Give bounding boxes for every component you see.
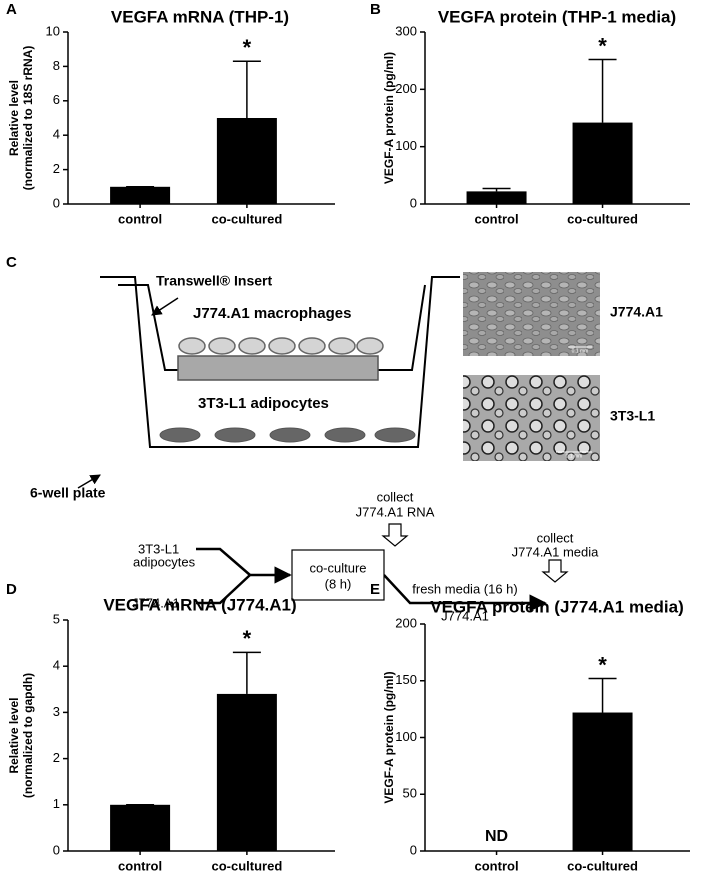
y-tick-label: 3 bbox=[53, 704, 60, 719]
chart-title: VEGFA mRNA (THP-1) bbox=[111, 7, 289, 26]
micrograph-3t3 bbox=[463, 375, 600, 461]
scale-label: 0.1 mm bbox=[566, 453, 583, 459]
y-tick-label: 5 bbox=[53, 611, 60, 626]
y-tick-label: 10 bbox=[46, 23, 60, 38]
y-tick-label: 200 bbox=[395, 81, 417, 96]
annotation: * bbox=[243, 35, 252, 60]
y-tick-label: 6 bbox=[53, 92, 60, 107]
x-tick-label: co-cultured bbox=[211, 858, 282, 872]
y-tick-label: 300 bbox=[395, 23, 417, 38]
y-tick-label: 200 bbox=[395, 615, 417, 630]
micrograph-j774 bbox=[463, 272, 600, 356]
x-tick-label: control bbox=[475, 858, 519, 872]
image-label: 3T3-L1 bbox=[610, 408, 655, 424]
y-tick-label: 100 bbox=[395, 138, 417, 153]
panel-label: B bbox=[370, 1, 381, 18]
upper-label: J774.A1 macrophages bbox=[193, 305, 351, 322]
x-tick-label: control bbox=[118, 858, 162, 872]
y-axis-label: (normalized to 18S rRNA) bbox=[21, 46, 35, 191]
scale-label: 0.1 mm bbox=[572, 348, 589, 354]
bar bbox=[572, 122, 633, 204]
transwell-diagram bbox=[77, 276, 460, 489]
image-label: J774.A1 bbox=[610, 304, 663, 320]
y-axis-label: VEGF-A protein (pg/ml) bbox=[382, 671, 396, 803]
bar bbox=[216, 693, 277, 851]
x-tick-label: co-cultured bbox=[211, 211, 282, 226]
collect-arrow bbox=[381, 523, 409, 547]
flow-lines bbox=[196, 547, 547, 612]
chart-title: VEGFA protein (THP-1 media) bbox=[438, 7, 676, 26]
flow-label: 3T3-L1 bbox=[138, 541, 179, 556]
panel-label: C bbox=[6, 254, 17, 271]
y-tick-label: 8 bbox=[53, 58, 60, 73]
lower-label: 3T3-L1 adipocytes bbox=[198, 395, 329, 412]
flow-label: J774.A1 media bbox=[512, 544, 599, 559]
flow-label: fresh media (16 h) bbox=[412, 581, 518, 596]
flow-label: collect bbox=[537, 530, 574, 545]
membrane bbox=[177, 355, 379, 381]
x-tick-label: control bbox=[118, 211, 162, 226]
adipocyte-cells bbox=[159, 427, 416, 443]
flow-label: J774.A1 bbox=[441, 608, 489, 623]
y-tick-label: 100 bbox=[395, 729, 417, 744]
annotation: * bbox=[598, 652, 607, 677]
annotation: * bbox=[598, 33, 607, 58]
bar bbox=[110, 804, 171, 851]
y-tick-label: 4 bbox=[53, 127, 60, 142]
flow-label: J774.A1 bbox=[132, 595, 180, 610]
x-tick-label: co-cultured bbox=[567, 211, 638, 226]
flow-label: collect bbox=[377, 489, 414, 504]
chart-title: VEGFA protein (J774.A1 media) bbox=[430, 597, 684, 616]
y-tick-label: 150 bbox=[395, 672, 417, 687]
y-axis-label: VEGF-A protein (pg/ml) bbox=[382, 52, 396, 184]
y-axis-label: (normalized to gapdh) bbox=[21, 673, 35, 798]
bar bbox=[216, 118, 277, 204]
bar bbox=[572, 712, 633, 851]
insert-label: Transwell® Insert bbox=[156, 273, 272, 289]
y-tick-label: 50 bbox=[403, 786, 417, 801]
box-label: (8 h) bbox=[325, 576, 352, 591]
flow-label: J774.A1 RNA bbox=[356, 504, 435, 519]
collect-arrow bbox=[541, 559, 569, 583]
bar bbox=[110, 186, 171, 204]
x-tick-label: co-cultured bbox=[567, 858, 638, 872]
y-tick-label: 0 bbox=[53, 842, 60, 857]
flow-label: adipocytes bbox=[133, 554, 196, 569]
insert-outline bbox=[118, 284, 426, 371]
y-tick-label: 2 bbox=[53, 750, 60, 765]
y-tick-label: 4 bbox=[53, 658, 60, 673]
annotation: * bbox=[243, 626, 252, 651]
x-tick-label: control bbox=[475, 211, 519, 226]
panel-label: E bbox=[370, 581, 380, 598]
plate-label: 6-well plate bbox=[30, 485, 106, 501]
panel-label: D bbox=[6, 581, 17, 598]
macrophage-cells bbox=[178, 337, 384, 355]
plate-outline bbox=[100, 276, 460, 448]
insert-pointer bbox=[151, 297, 179, 316]
y-tick-label: 0 bbox=[410, 842, 417, 857]
y-tick-label: 0 bbox=[53, 195, 60, 210]
bar bbox=[466, 191, 527, 204]
y-tick-label: 2 bbox=[53, 161, 60, 176]
panel-label: A bbox=[6, 1, 17, 18]
chart-title: VEGFA mRNA (J774.A1) bbox=[103, 595, 296, 614]
y-axis-label: Relative level bbox=[7, 80, 21, 156]
y-tick-label: 0 bbox=[410, 195, 417, 210]
y-axis-label: Relative level bbox=[7, 697, 21, 773]
y-tick-label: 1 bbox=[53, 796, 60, 811]
coculture-box bbox=[291, 549, 385, 601]
annotation: ND bbox=[485, 828, 508, 845]
box-label: co-culture bbox=[309, 560, 366, 575]
plate-pointer bbox=[77, 474, 101, 489]
